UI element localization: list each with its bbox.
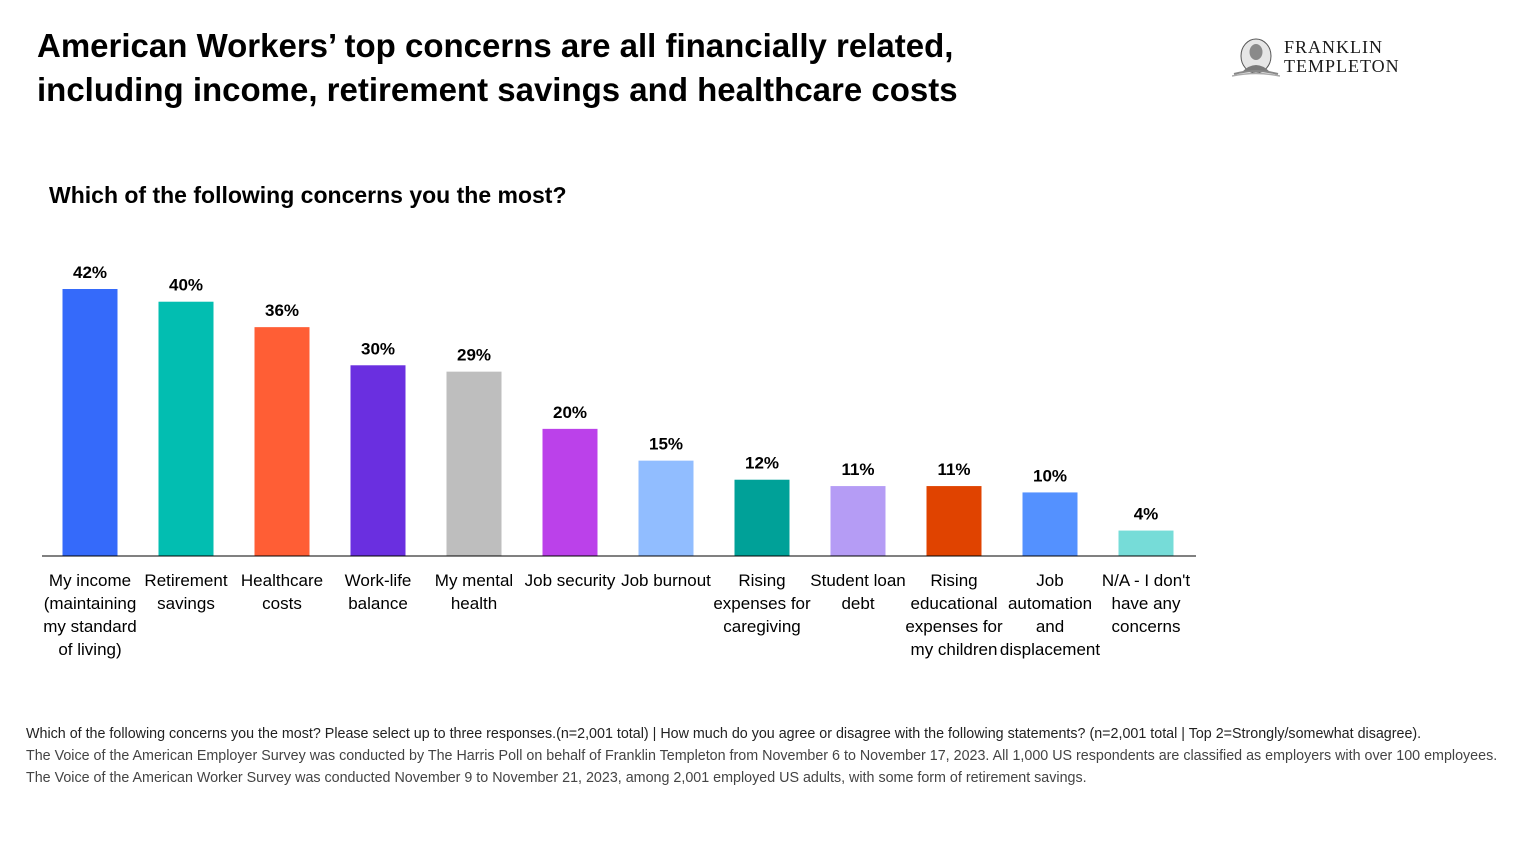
logo-line-1: FRANKLIN xyxy=(1284,37,1384,57)
footnote-question: Which of the following concerns you the … xyxy=(26,726,1422,742)
bar-chart: 42% My income (maintaining my standard of li… xyxy=(42,263,1196,659)
data-label: 40% xyxy=(169,276,203,295)
footnote: Which of the following concerns you the … xyxy=(26,723,1506,789)
bar xyxy=(542,428,598,556)
category-label: Student loan debt xyxy=(810,571,905,613)
bar xyxy=(926,486,982,556)
category-label: N/A - I don't have any concerns xyxy=(1102,571,1191,636)
bar xyxy=(158,301,214,556)
bar xyxy=(1118,530,1174,556)
data-label: 20% xyxy=(553,403,587,422)
category-label: Healthcare costs xyxy=(241,571,323,613)
data-label: 12% xyxy=(745,454,779,473)
franklin-templeton-logo: FRANKLIN TEMPLETON xyxy=(1232,36,1432,80)
category-label: Job burnout xyxy=(621,571,711,590)
footnote-methodology: The Voice of the American Employer Surve… xyxy=(26,748,1498,786)
category-label: My income (maintaining my standard of livin… xyxy=(43,571,137,659)
data-label: 29% xyxy=(457,346,491,365)
category-label: Rising expenses for caregiving xyxy=(713,571,811,636)
data-label: 15% xyxy=(649,435,683,454)
bar xyxy=(1022,492,1078,556)
data-label: 30% xyxy=(361,339,395,358)
category-label: My mental health xyxy=(435,571,513,613)
category-label: Job security xyxy=(525,571,616,590)
data-label: 11% xyxy=(841,460,874,479)
data-label: 42% xyxy=(73,263,107,282)
data-label: 10% xyxy=(1033,466,1067,485)
category-label: Rising educational expenses for my children xyxy=(905,571,1003,659)
bar xyxy=(830,486,886,556)
chart-title: Which of the following concerns you the … xyxy=(49,182,567,208)
data-label: 11% xyxy=(937,460,970,479)
category-label: Retirement savings xyxy=(144,571,227,613)
bar xyxy=(638,460,694,556)
data-label: 36% xyxy=(265,301,299,320)
title-line-1: American Workers’ top concerns are all f… xyxy=(37,27,954,64)
bar xyxy=(254,327,310,556)
category-label: Work-life balance xyxy=(345,571,412,613)
bar xyxy=(734,479,790,556)
logo-line-2: TEMPLETON xyxy=(1284,56,1400,76)
category-label: Job automation and displacement xyxy=(1000,571,1100,659)
bar xyxy=(350,365,406,556)
data-label: 4% xyxy=(1134,505,1159,524)
logo-wordmark: FRANKLIN TEMPLETON xyxy=(1284,38,1400,76)
bar xyxy=(62,289,118,556)
bar xyxy=(446,371,502,556)
portrait-seal-icon xyxy=(1232,38,1280,77)
page-title: American Workers’ top concerns are all f… xyxy=(37,24,1157,112)
title-line-2: including income, retirement savings and… xyxy=(37,71,958,108)
